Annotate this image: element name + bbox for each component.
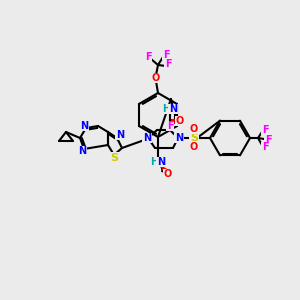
- Text: H: H: [162, 104, 170, 114]
- Text: O: O: [190, 142, 198, 152]
- Text: F: F: [165, 59, 171, 69]
- Text: N: N: [169, 104, 177, 114]
- Text: N: N: [116, 130, 124, 140]
- Text: N: N: [78, 146, 86, 156]
- Text: F: F: [262, 125, 268, 135]
- Text: F: F: [163, 50, 169, 60]
- Text: F: F: [265, 135, 271, 145]
- Text: N: N: [175, 133, 183, 143]
- Text: F: F: [145, 52, 151, 62]
- Text: F: F: [167, 121, 173, 131]
- Text: N: N: [157, 157, 165, 167]
- Text: N: N: [143, 133, 151, 143]
- Text: S: S: [110, 153, 118, 163]
- Text: H: H: [150, 157, 158, 167]
- Text: S: S: [190, 133, 198, 143]
- Text: O: O: [164, 169, 172, 179]
- Text: O: O: [176, 116, 184, 126]
- Text: N: N: [80, 121, 88, 131]
- Text: F: F: [262, 142, 268, 152]
- Text: O: O: [190, 124, 198, 134]
- Text: O: O: [152, 73, 160, 83]
